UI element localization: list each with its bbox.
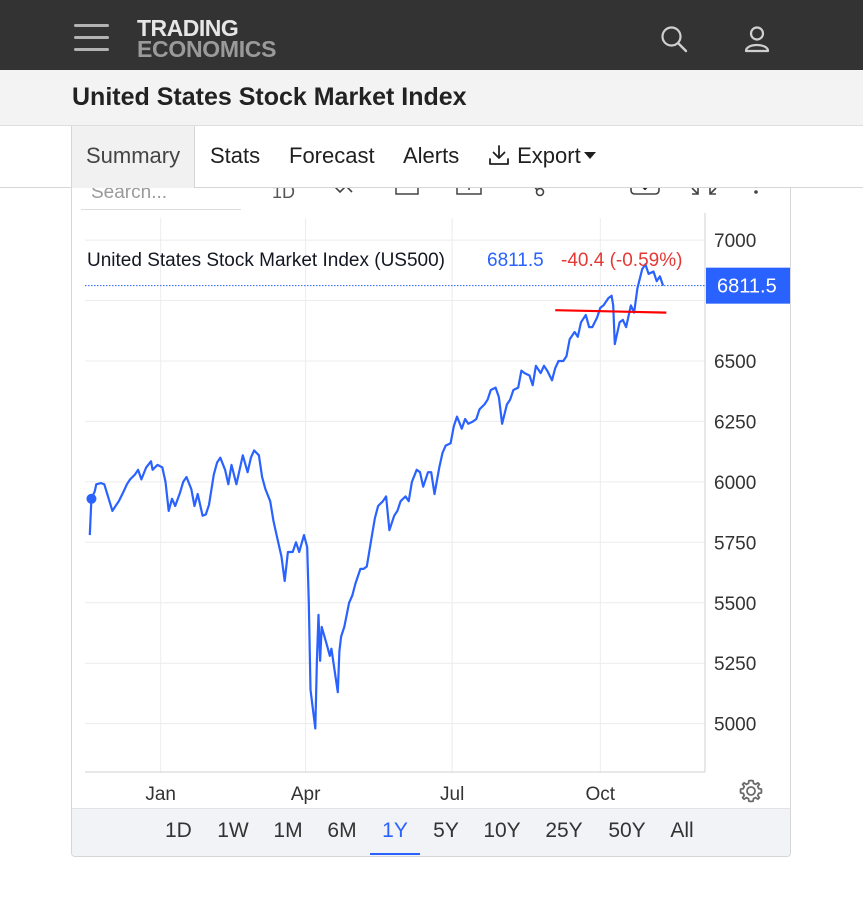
indicators-icon[interactable]: [330, 188, 356, 196]
tab-export[interactable]: Export: [487, 126, 596, 188]
legend-name: United States Stock Market Index (US500): [87, 250, 445, 271]
gear-icon[interactable]: [738, 778, 764, 804]
menu-icon[interactable]: [74, 24, 110, 52]
chart-grid: [85, 218, 705, 772]
range-10y-button[interactable]: 10Y: [483, 819, 521, 842]
more-options-icon[interactable]: [752, 188, 760, 202]
tab-summary[interactable]: Summary: [71, 126, 196, 188]
add-compare-icon[interactable]: [455, 188, 483, 200]
last-price-value: 6811.5: [717, 276, 777, 298]
last-price-label: [706, 267, 790, 304]
fullscreen-icon[interactable]: [690, 188, 718, 202]
x-tick-label: Jan: [145, 784, 176, 805]
page-title: United States Stock Market Index: [72, 83, 467, 111]
calendar-icon[interactable]: [394, 188, 420, 200]
download-icon: [489, 145, 509, 166]
legend-last-value: 6811.5: [487, 250, 544, 271]
range-1m-button[interactable]: 1M: [273, 819, 303, 842]
y-tick-label: 6500: [714, 352, 756, 373]
range-1d-button[interactable]: 1D: [165, 819, 192, 842]
range-50y-button[interactable]: 50Y: [608, 819, 646, 842]
y-axis-ticks: 5000 5250 5500 5750 6000 6250 6500 7000: [714, 231, 756, 736]
symbol-search-input[interactable]: Search...: [81, 188, 241, 210]
range-1y-button[interactable]: 1Y: [370, 819, 420, 855]
tab-stats[interactable]: Stats: [210, 143, 261, 168]
screenshot-icon[interactable]: [629, 188, 661, 200]
series-line: [88, 263, 665, 730]
site-logo[interactable]: TRADING ECONOMICS: [137, 15, 277, 62]
resistance-trend-line: [555, 309, 667, 314]
chevron-down-icon: [583, 151, 596, 159]
tab-forecast[interactable]: Forecast: [289, 143, 375, 168]
x-tick-label: Oct: [586, 784, 616, 805]
top-navbar: TRADING ECONOMICS: [0, 0, 863, 70]
range-5y-button[interactable]: 5Y: [433, 819, 459, 842]
y-tick-label: 7000: [714, 231, 756, 252]
x-axis-ticks: Jan Apr Jul Oct: [145, 784, 615, 805]
range-25y-button[interactable]: 25Y: [545, 819, 583, 842]
x-tick-label: Apr: [291, 784, 321, 805]
interval-button[interactable]: 1D: [272, 188, 296, 198]
range-selector: 1D 1W 1M 6M 1Y 5Y 10Y 25Y 50Y All: [72, 808, 790, 856]
legend: United States Stock Market Index (US500)…: [87, 250, 682, 271]
user-icon[interactable]: [742, 24, 772, 54]
draw-tool-icon[interactable]: [527, 188, 549, 202]
tab-bar: Summary Stats Forecast Alerts Export: [0, 126, 863, 188]
tab-alerts[interactable]: Alerts: [403, 143, 460, 168]
range-all-button[interactable]: All: [670, 819, 694, 842]
y-tick-label: 5750: [714, 533, 756, 554]
legend-change: -40.4 (-0.59%): [561, 250, 682, 271]
x-tick-label: Jul: [440, 784, 464, 805]
range-1w-button[interactable]: 1W: [217, 819, 249, 842]
y-tick-label: 5500: [714, 594, 756, 615]
range-6m-button[interactable]: 6M: [327, 819, 357, 842]
y-tick-label: 6000: [714, 473, 756, 494]
title-bar: United States Stock Market Index: [0, 70, 863, 126]
series-start-marker: [86, 493, 97, 504]
chart-panel: Search... 1D 5000 5250 5500 5750 6000 6250 650…: [71, 188, 791, 857]
search-icon[interactable]: [659, 24, 689, 54]
y-tick-label: 5250: [714, 654, 756, 675]
y-tick-label: 5000: [714, 715, 756, 736]
y-tick-label: 6250: [714, 412, 756, 433]
